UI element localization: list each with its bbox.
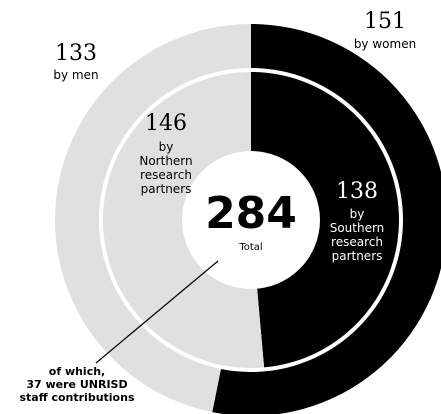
center-circle [182,151,320,289]
northern-label-line: by [159,140,174,154]
southern-label-line: Southern [330,221,385,235]
men-label: by men [53,68,98,82]
total-label: Total [238,242,262,253]
annotation-line: staff contributions [19,391,134,404]
women-label: by women [354,37,416,51]
annotation-line: of which, [49,365,105,378]
northern-value: 146 [145,111,187,136]
northern-label-line: research [140,168,192,182]
southern-label-line: research [331,235,383,249]
inner-ring-slice-0 [251,72,400,368]
men-value: 133 [55,41,97,66]
rings-group [54,24,441,414]
southern-label-line: by [350,207,365,221]
southern-label-line: partners [332,249,383,263]
northern-label-line: partners [141,182,192,196]
northern-label-line: Northern [139,154,192,168]
annotation-line: 37 were UNRISD [26,378,127,391]
southern-value: 138 [336,179,378,204]
women-value: 151 [364,9,406,34]
annotation-leader-line [95,260,219,364]
total-value: 284 [205,188,297,239]
